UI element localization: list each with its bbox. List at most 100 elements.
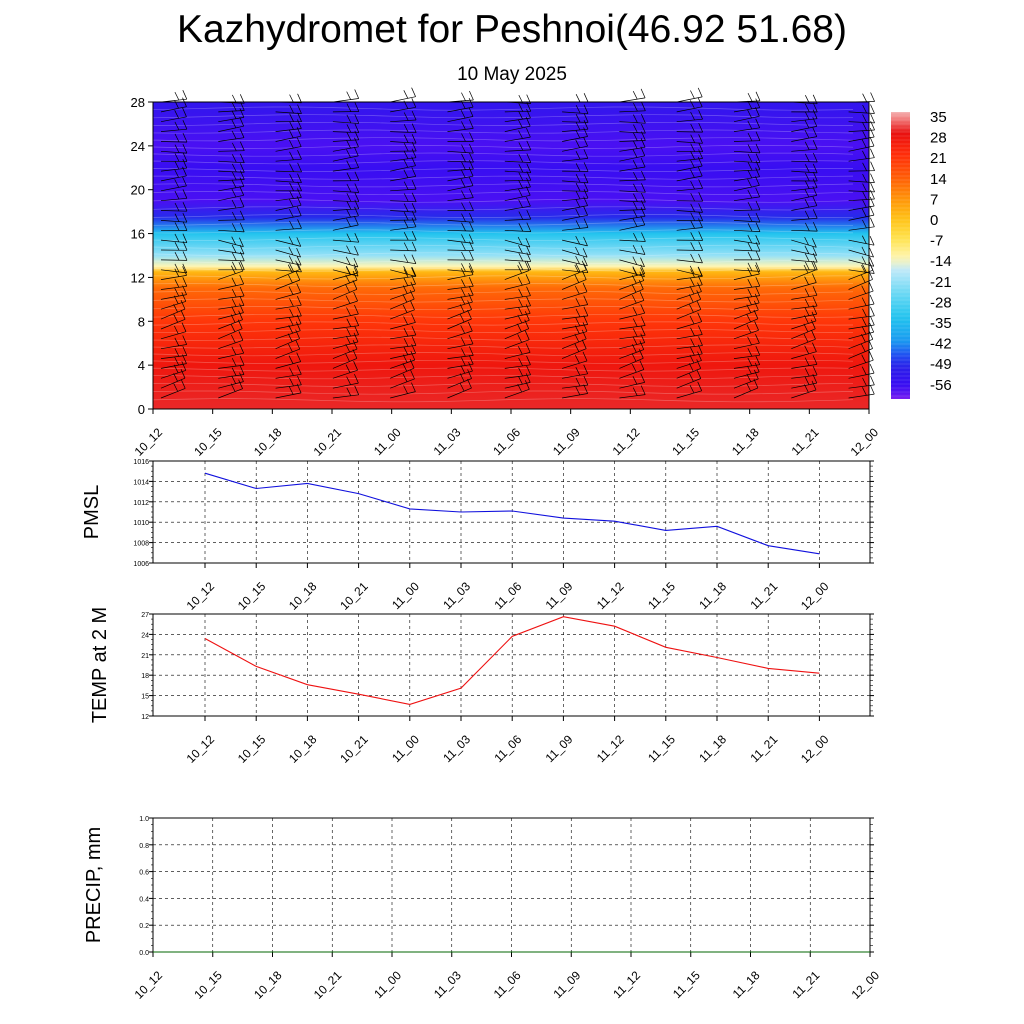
wind-barb-flag <box>411 179 417 190</box>
wind-barb-flag <box>518 103 524 112</box>
wind-barb-flag <box>467 321 473 332</box>
wind-barb-flag <box>182 233 188 243</box>
wind-barb-flag <box>862 387 867 396</box>
wind-barb-flag <box>698 149 703 159</box>
wind-barb-flag <box>862 219 867 229</box>
wind-barb <box>562 331 588 340</box>
wind-barb-flag <box>582 248 588 258</box>
wind-barb <box>562 136 588 142</box>
wind-barb-flag <box>633 172 638 181</box>
wind-barb-flag <box>747 251 753 261</box>
wind-barb <box>562 304 588 310</box>
wind-barb-flag <box>747 169 753 179</box>
wind-barb-flag <box>295 321 301 331</box>
wind-barb <box>447 355 474 359</box>
wind-barb-flag <box>411 134 417 144</box>
wind-barb-flag <box>631 284 637 293</box>
wind-barb <box>160 331 187 340</box>
wind-barb-flag <box>690 143 696 152</box>
wind-barb-flag <box>870 104 875 114</box>
wind-barb <box>332 208 359 211</box>
wind-barb <box>733 176 760 182</box>
wind-barb <box>676 118 703 123</box>
wind-barb-flag <box>697 275 703 285</box>
wind-barb-flag <box>632 306 638 316</box>
colorbar-label: -28 <box>930 294 952 311</box>
wind-barb <box>619 312 645 320</box>
wind-barb <box>619 155 645 162</box>
wind-barb-flag <box>230 323 236 332</box>
wind-barb <box>218 249 245 255</box>
wind-barb-flag <box>698 231 704 241</box>
wind-barb-flag <box>639 340 645 350</box>
heatmap-contour <box>152 214 854 218</box>
wind-barb-flag <box>870 161 875 171</box>
wind-barb <box>390 176 416 182</box>
wind-barb-flag <box>632 160 638 169</box>
heatmap-contour <box>152 175 854 180</box>
wind-barb <box>390 210 417 213</box>
wind-barb-flag <box>354 304 359 315</box>
wind-barb-flag <box>861 130 867 139</box>
wind-barb-flag <box>869 384 875 395</box>
wind-barb-flag <box>640 245 646 255</box>
wind-barb <box>332 239 359 243</box>
wind-barb-flag <box>182 107 187 117</box>
wind-barb <box>791 229 818 232</box>
wind-barb-flag <box>468 119 474 129</box>
wind-barb <box>332 394 359 399</box>
wind-barb-flag <box>812 365 818 376</box>
xtick-label: 11_06 <box>491 579 524 612</box>
wind-barb-flag <box>812 102 818 113</box>
wind-barb-flag <box>518 180 523 189</box>
wind-barb <box>332 272 359 280</box>
wind-barb <box>733 387 759 399</box>
heatmap-ytick-label: 4 <box>138 358 145 373</box>
wind-barb-flag <box>688 363 694 372</box>
wind-barb <box>848 303 875 310</box>
wind-barb-flag <box>524 330 530 340</box>
wind-barb-flag <box>746 324 752 334</box>
panel-frame <box>152 613 871 717</box>
wind-barb <box>733 239 760 245</box>
wind-barb-flag <box>231 306 237 315</box>
wind-barb-flag <box>632 376 638 385</box>
heatmap-contour <box>152 267 854 272</box>
wind-barb-flag <box>288 208 294 218</box>
wind-barb-flag <box>297 112 302 122</box>
wind-barb <box>218 219 245 221</box>
wind-barb-flag <box>518 357 523 367</box>
wind-barb-flag <box>690 123 696 133</box>
wind-barb-flag <box>574 355 580 364</box>
wind-barb-flag <box>575 104 581 114</box>
xtick-label: 10_18 <box>251 968 285 1002</box>
wind-barb <box>733 209 761 211</box>
wind-barb <box>390 119 417 123</box>
wind-barb-flag <box>460 365 466 374</box>
wind-barb <box>332 224 359 231</box>
wind-barb-flag <box>354 206 359 216</box>
wind-barb-flag <box>583 306 589 317</box>
wind-barb <box>619 334 646 340</box>
xtick-label: 10_21 <box>311 968 345 1002</box>
wind-barb <box>504 364 531 369</box>
wind-barb-flag <box>641 114 646 124</box>
wind-barb-flag <box>174 337 180 346</box>
wind-barb-flag <box>346 376 351 385</box>
xtick-label: 11_03 <box>440 579 473 612</box>
wind-barb <box>733 150 761 154</box>
wind-barb-flag <box>747 267 752 276</box>
wind-barb-flag <box>526 163 532 173</box>
wind-barb-flag <box>461 251 466 261</box>
wind-barb-flag <box>180 379 186 389</box>
wind-barb <box>791 259 818 263</box>
wind-barb-flag <box>354 246 359 256</box>
wind-barb-flag <box>296 283 302 293</box>
wind-barb-flag <box>870 173 875 183</box>
wind-barb <box>733 295 760 300</box>
wind-barb <box>562 145 588 152</box>
wind-barb-flag <box>403 150 409 159</box>
heatmap-contour <box>152 336 854 341</box>
wind-barb <box>676 227 703 231</box>
wind-barb-flag <box>296 365 302 375</box>
